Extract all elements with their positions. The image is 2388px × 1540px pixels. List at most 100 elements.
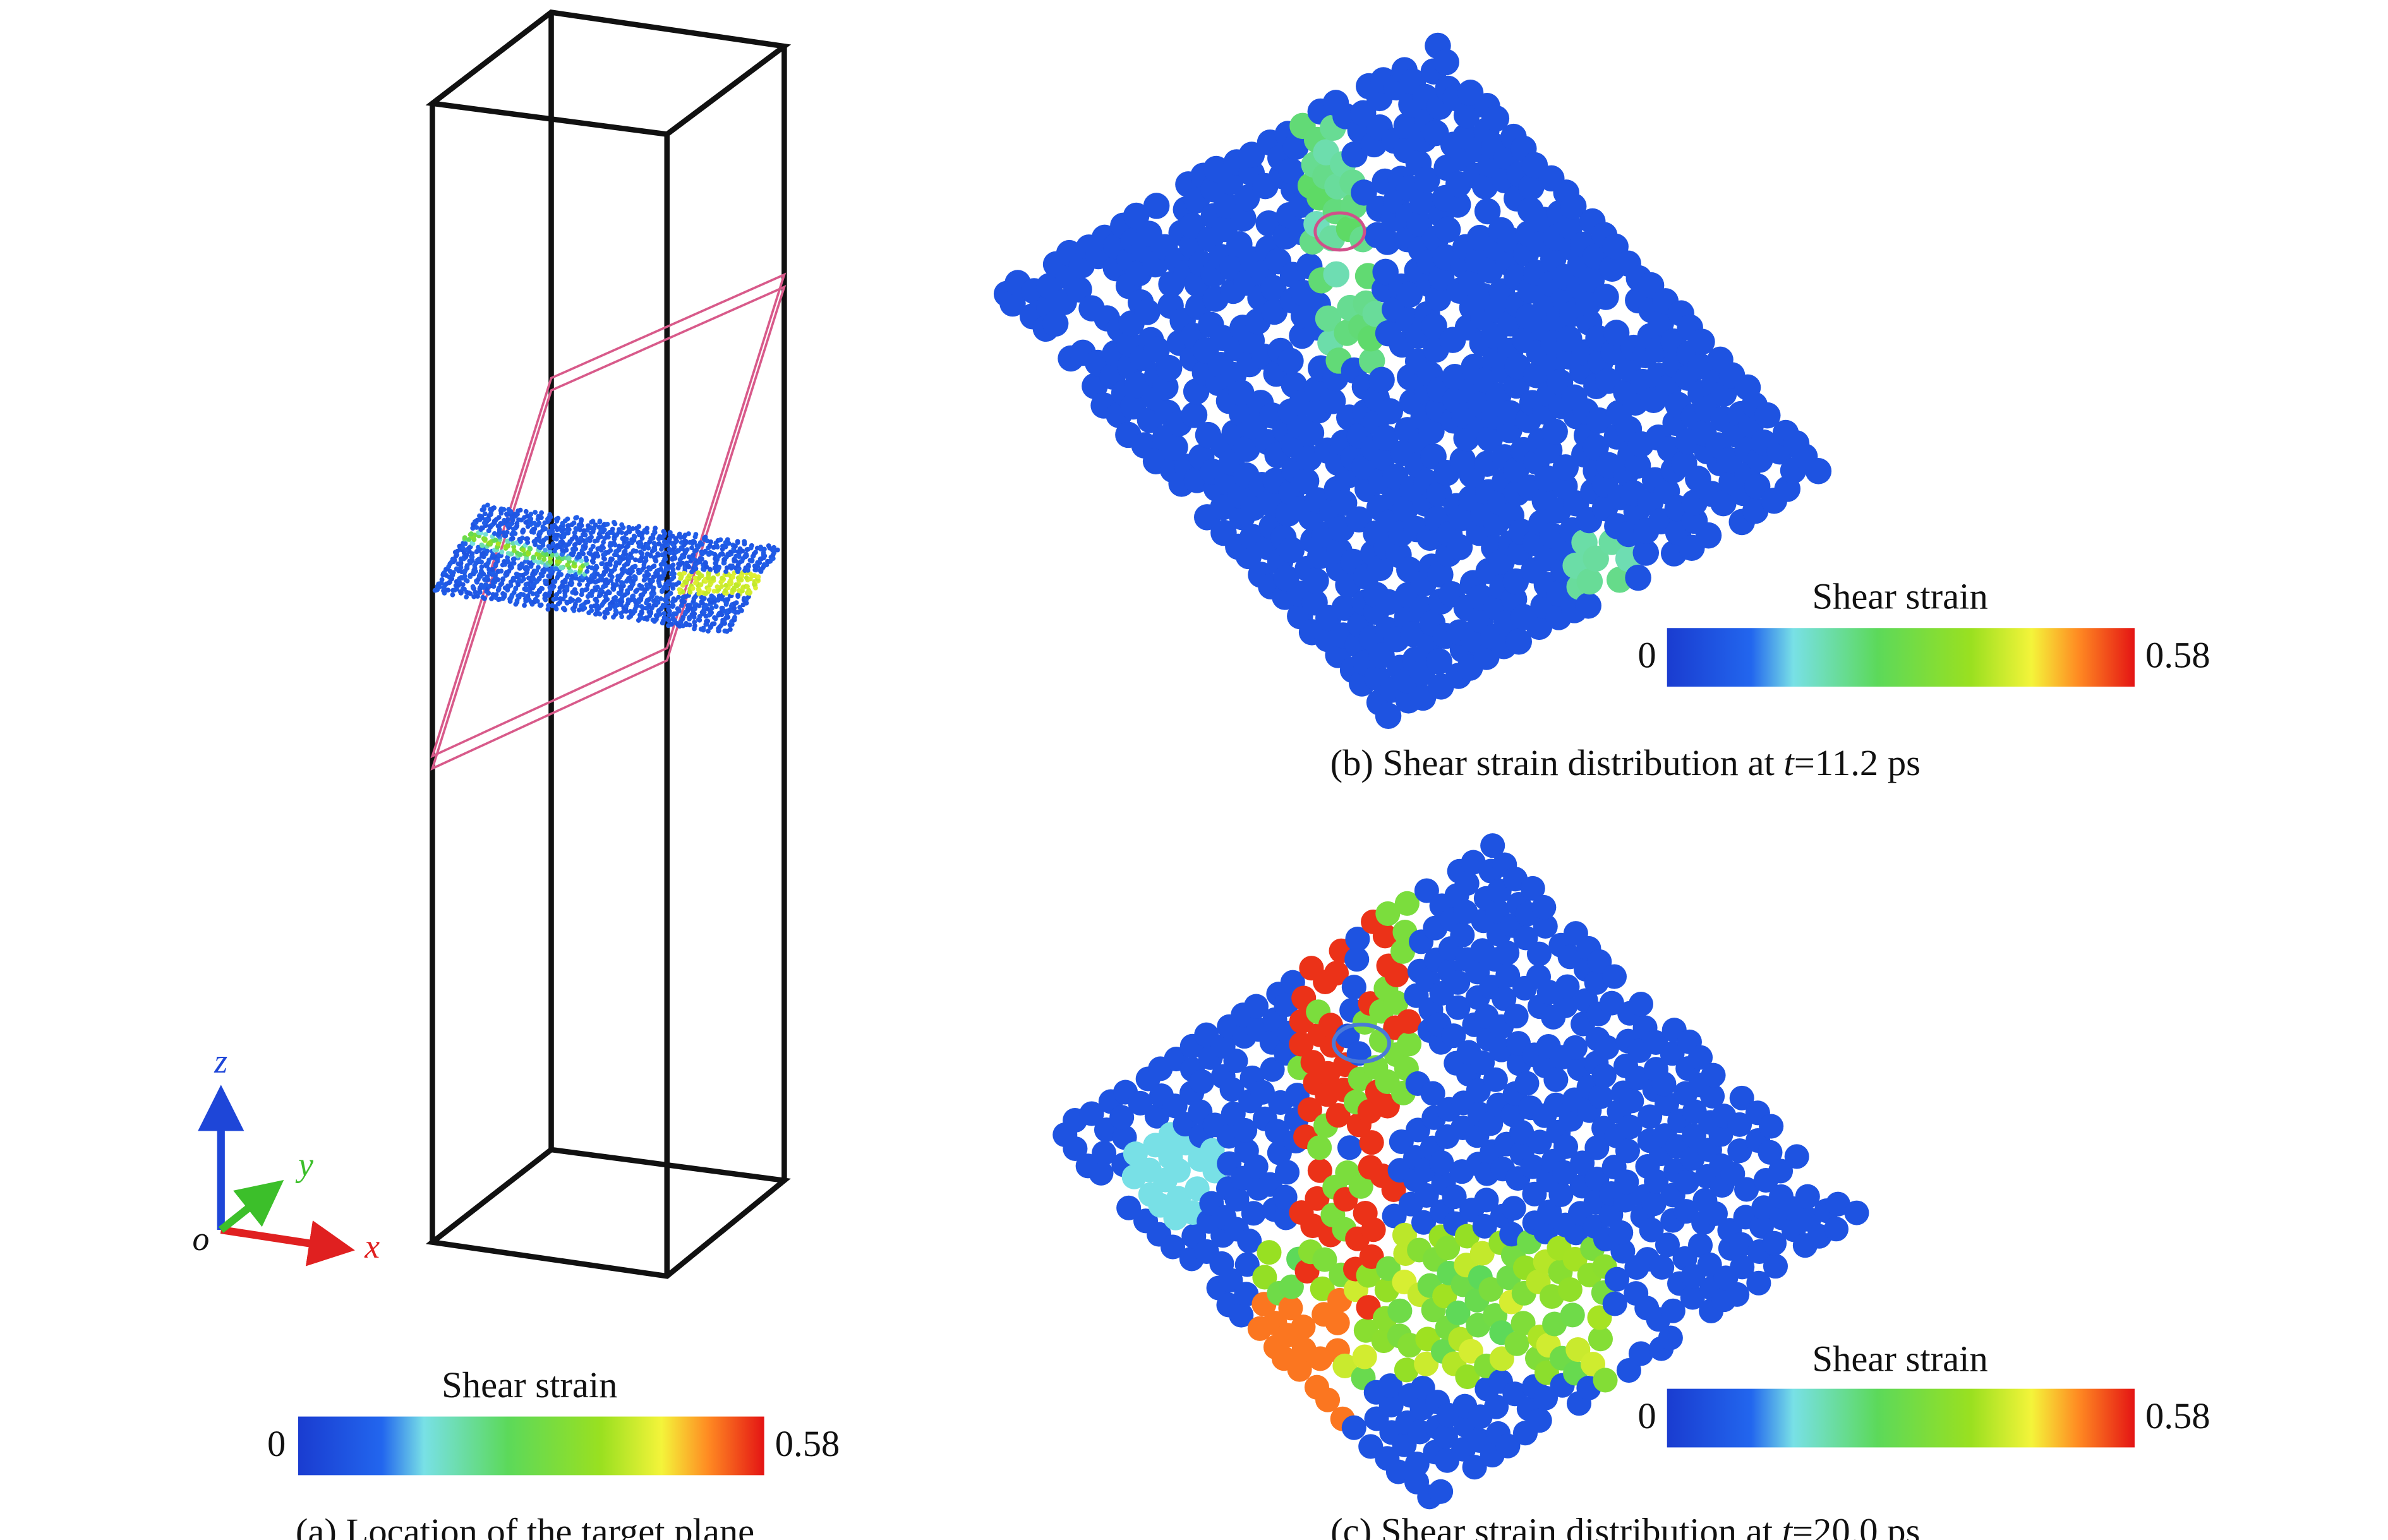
atom [1484,1394,1509,1419]
atom [627,608,633,614]
atom [478,568,484,574]
atom [1289,1032,1314,1057]
atom [723,615,728,621]
atom [1162,1093,1188,1119]
atom [653,613,659,618]
atom [536,575,542,581]
atom [596,524,602,530]
atom [1509,1120,1535,1145]
atom [1483,1067,1508,1092]
atom [550,541,556,546]
atom [1227,380,1255,406]
atom [659,552,665,558]
atom [498,568,504,574]
atom [1181,402,1208,428]
atom [733,543,738,549]
atom [725,597,731,602]
caption-text: (b) Shear strain distribution at [1330,743,1784,784]
atom [670,615,675,621]
atom [574,515,579,520]
atom [597,519,603,524]
atom [432,587,438,593]
atom [1392,495,1419,522]
simulation-box [425,9,792,1279]
atom [578,535,584,541]
atom [1445,1300,1471,1325]
atom [644,569,649,575]
atom [537,514,543,520]
atom [696,603,702,608]
atom [633,548,639,554]
atom [617,528,622,534]
atom [1233,1117,1258,1143]
atom [719,612,725,618]
atom [528,512,534,517]
atom [470,584,476,589]
atom [1384,962,1409,987]
atom [1341,975,1366,1000]
atom [533,538,539,544]
atom [1470,1050,1495,1075]
atom [684,560,689,566]
atom [1324,961,1349,986]
atom [1557,1277,1583,1302]
atom [1746,1270,1771,1296]
atom [608,556,613,562]
atom [675,606,680,611]
atom [531,576,536,582]
atom [467,559,473,565]
atom [471,537,477,543]
atom [733,600,739,606]
caption-a: (a) Location of the target plane [296,1511,754,1540]
atom [1252,1265,1277,1290]
atom [1555,974,1580,999]
atom [1446,534,1473,561]
atom [676,561,681,567]
atom [666,564,672,570]
atom [637,539,643,545]
atom [1409,189,1436,215]
atom [1396,1032,1422,1057]
atom [592,574,597,580]
atom [725,537,730,543]
atom [1128,1090,1153,1116]
atom [1445,970,1471,995]
atom [560,584,566,589]
atom [568,568,574,574]
atom [1548,1182,1574,1207]
atom [512,548,517,553]
atom [524,565,529,570]
atom [709,593,715,599]
atom [482,596,487,601]
atom [600,561,605,567]
atom [735,593,741,598]
atom [1063,1136,1088,1162]
atom [1641,1191,1667,1217]
atom [651,563,657,568]
atom [1378,1373,1403,1399]
atom [491,531,497,536]
atom [536,544,542,550]
atom [1325,1310,1350,1335]
atom [1250,1080,1275,1105]
atom [707,543,713,548]
atom [650,578,655,584]
target-plane-outline [430,272,787,771]
atom [457,580,462,585]
atom [1462,1455,1487,1480]
atom [512,556,517,562]
atom [1223,1048,1248,1074]
atom [718,537,723,543]
atom [1155,354,1183,382]
atom [633,603,639,609]
atom [637,582,642,588]
atom [1805,458,1832,484]
atom [584,561,589,567]
atom [600,543,605,549]
atom [1474,198,1501,225]
atom [1394,891,1420,916]
atom [661,615,667,620]
caption-text: =20.0 ps [1792,1511,1920,1540]
